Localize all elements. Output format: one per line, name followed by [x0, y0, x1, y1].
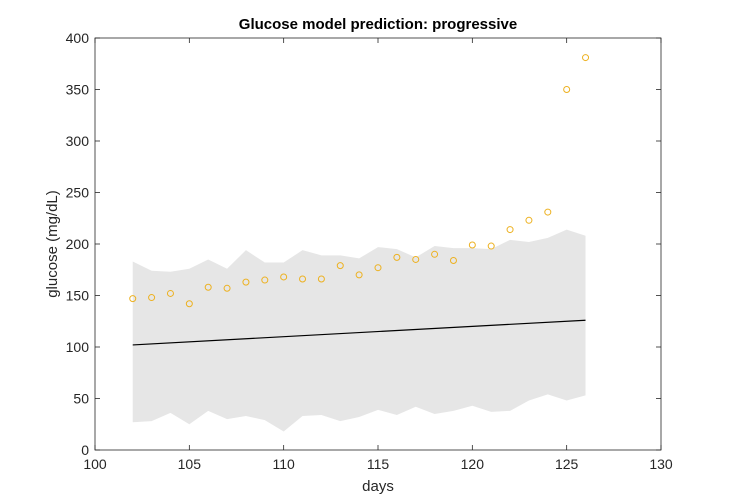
data-point [506, 226, 514, 234]
y-tick-label: 0 [81, 442, 89, 458]
data-point [166, 289, 174, 297]
data-point [148, 294, 156, 302]
x-axis-label: days [362, 478, 394, 495]
x-tick-label: 100 [83, 456, 107, 472]
y-tick-label: 50 [73, 391, 89, 407]
data-point [299, 275, 307, 283]
y-tick-label: 300 [66, 133, 90, 149]
data-point [582, 54, 590, 62]
plot-layer: 100 105 110 115 120 125 130 0 50 100 150 200 250 300 3… [66, 30, 673, 472]
data-point [317, 275, 325, 283]
data-point [563, 86, 571, 93]
data-point [129, 295, 137, 303]
chart-title: Glucose model prediction: progressive [239, 16, 517, 33]
data-point [355, 271, 363, 279]
y-tick-label: 100 [66, 339, 90, 355]
y-tick-label: 150 [66, 288, 90, 304]
data-point [223, 284, 231, 292]
model-line [132, 319, 586, 346]
x-tick-label: 110 [273, 456, 296, 472]
data-point [468, 241, 476, 249]
data-point [185, 300, 193, 308]
y-tick-label: 250 [66, 185, 90, 201]
data-point [242, 278, 250, 286]
data-point [431, 250, 439, 258]
data-point [544, 208, 552, 216]
data-point [525, 216, 533, 224]
data-point [204, 283, 212, 291]
data-point [374, 264, 382, 272]
data-point [449, 256, 457, 264]
data-point [261, 276, 269, 284]
data-point [412, 255, 420, 263]
x-tick-label: 105 [178, 456, 202, 472]
data-point [280, 273, 288, 281]
x-tick-label: 130 [649, 456, 673, 472]
y-tick-label: 350 [66, 82, 90, 98]
y-tick-label: 200 [66, 236, 90, 252]
y-axis-label: glucose (mg/dL) [44, 190, 61, 298]
y-tick-label: 400 [66, 30, 90, 46]
x-tick-label: 120 [461, 456, 485, 472]
data-point [393, 253, 401, 261]
x-tick-label: 125 [555, 456, 579, 472]
x-tick-label: 115 [367, 456, 390, 472]
data-point [336, 262, 344, 270]
data-point [487, 242, 495, 250]
prediction-band [132, 229, 586, 432]
